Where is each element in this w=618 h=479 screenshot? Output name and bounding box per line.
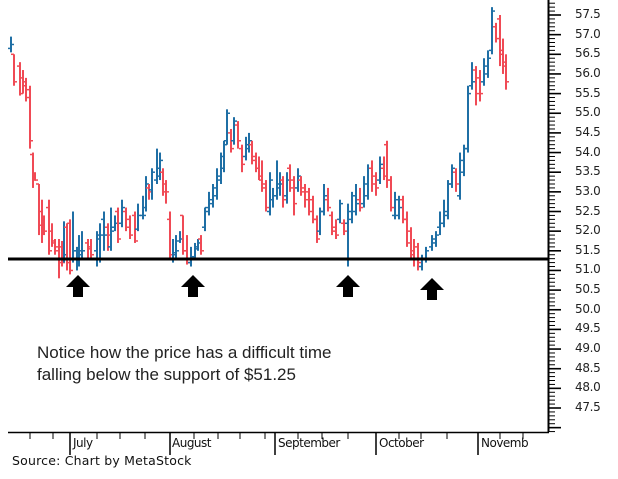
x-month-label-september: September — [278, 436, 340, 450]
y-tick-label: 54.5 — [575, 124, 601, 139]
y-tick-label: 47.5 — [575, 400, 601, 414]
annotation-text: Notice how the price has a difficult tim… — [37, 342, 332, 386]
y-tick-label: 51.0 — [575, 262, 601, 277]
up-arrow-icon — [420, 278, 444, 300]
y-tick-label: 51.5 — [575, 242, 601, 257]
x-month-label-october: October — [379, 436, 424, 450]
up-arrow-icon — [181, 275, 205, 297]
annotation-line-2: falling below the support of $51.25 — [37, 365, 296, 384]
y-tick-label: 52.5 — [575, 203, 601, 218]
y-tick-label: 53.5 — [575, 164, 601, 179]
y-tick-label: 49.0 — [575, 341, 601, 356]
y-tick-label: 52.0 — [575, 223, 601, 238]
x-month-label-november: Novemb — [481, 436, 529, 450]
y-tick-label: 54.0 — [575, 144, 601, 159]
support-touch-arrows — [66, 275, 444, 300]
price-bars — [8, 7, 509, 279]
y-tick-label: 49.5 — [575, 321, 601, 336]
x-month-label-august: August — [172, 436, 212, 450]
y-tick-label: 57.5 — [575, 7, 601, 21]
y-tick-label: 50.0 — [575, 301, 601, 316]
y-tick-label: 53.0 — [575, 183, 601, 198]
source-caption: Source: Chart by MetaStock — [12, 453, 192, 468]
y-axis — [547, 0, 561, 433]
x-axis — [8, 431, 549, 455]
y-tick-label: 55.0 — [575, 105, 601, 120]
y-tick-label: 57.0 — [575, 26, 601, 41]
x-month-label-july: July — [73, 436, 93, 450]
y-tick-label: 55.5 — [575, 85, 601, 100]
up-arrow-icon — [336, 275, 360, 297]
up-arrow-icon — [66, 275, 90, 297]
y-tick-label: 48.5 — [575, 360, 601, 375]
y-tick-label: 50.5 — [575, 282, 601, 297]
y-tick-label: 56.0 — [575, 65, 601, 80]
y-tick-label: 56.5 — [575, 46, 601, 61]
y-tick-label: 48.0 — [575, 380, 601, 395]
annotation-line-1: Notice how the price has a difficult tim… — [37, 343, 332, 362]
